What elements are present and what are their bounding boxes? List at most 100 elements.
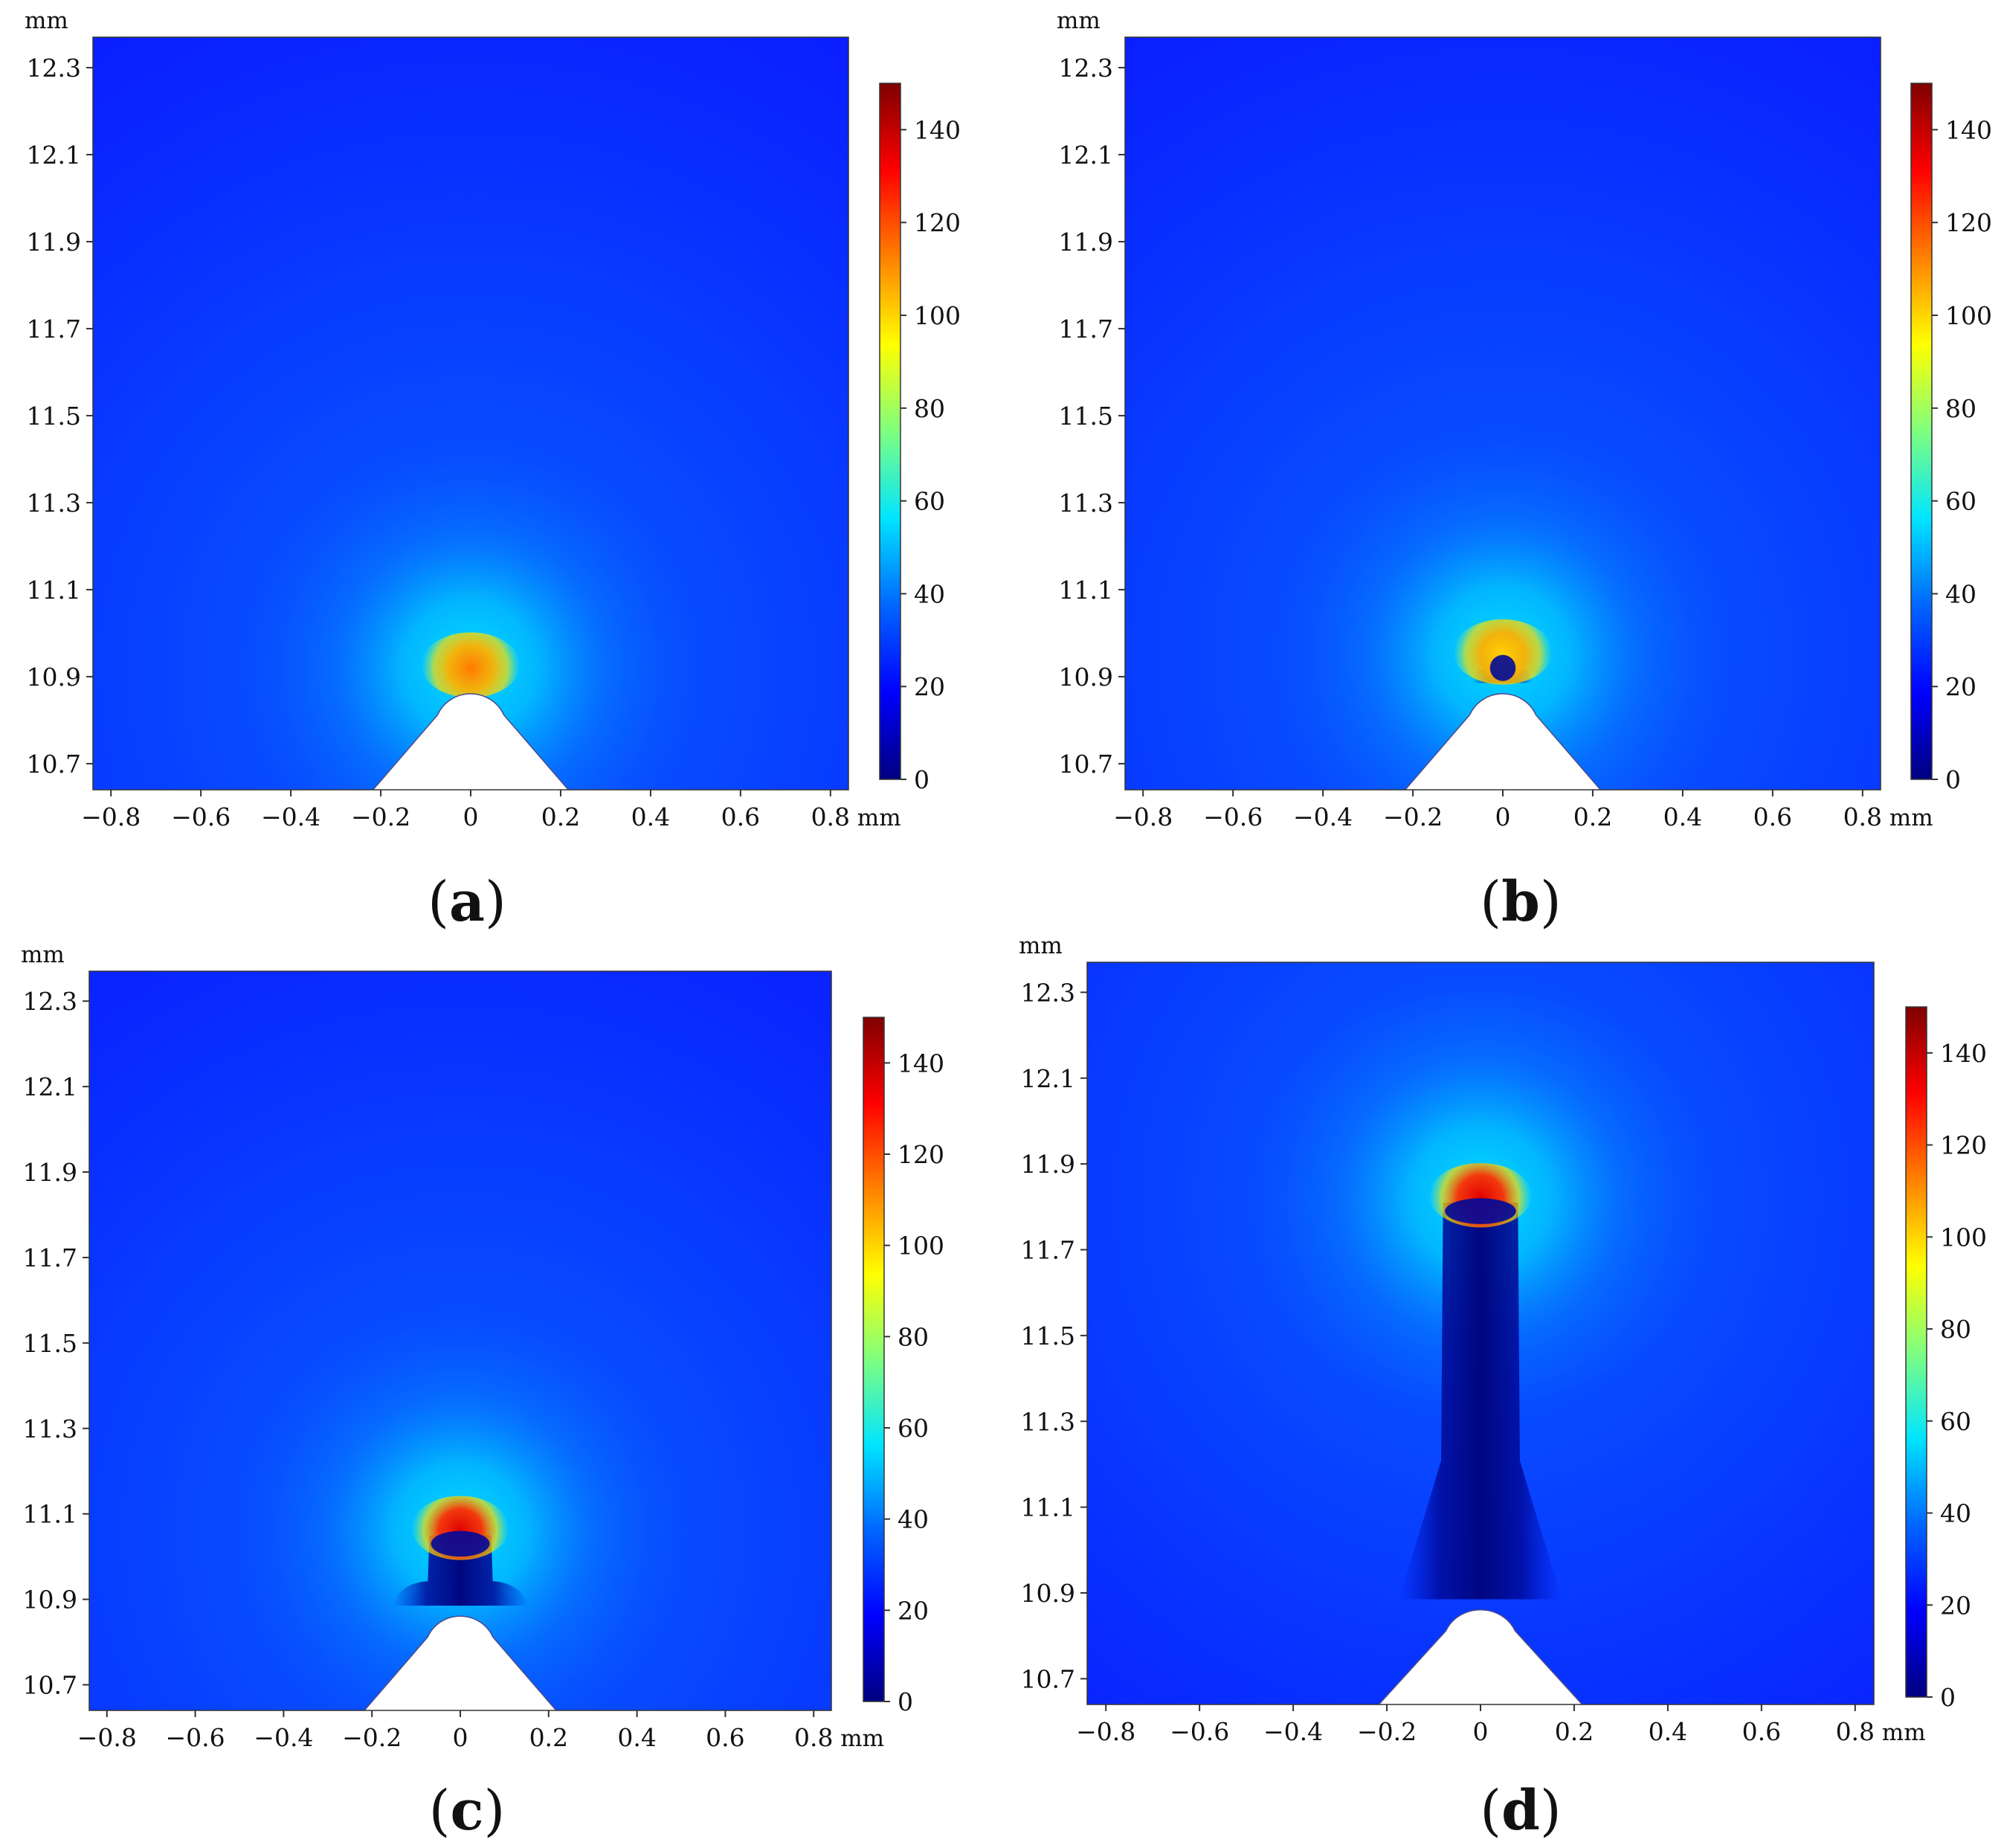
x-tick-label: −0.8	[1076, 1717, 1135, 1746]
colorbar-tick-label: 100	[914, 301, 961, 330]
colorbar-tick-label: 40	[914, 579, 945, 608]
x-tick-label: −0.4	[261, 802, 320, 831]
y-tick-label: 12.1	[1059, 141, 1113, 170]
streamer-channel	[1398, 1203, 1563, 1600]
colorbar-tick-label: 0	[914, 765, 929, 794]
x-tick-label: 0.2	[1573, 802, 1612, 831]
field-halo	[245, 459, 696, 790]
y-tick-label: 10.7	[1059, 750, 1113, 779]
plot-area	[89, 971, 831, 1710]
y-tick-label: 11.5	[27, 402, 81, 431]
x-tick-label: 0.8	[1836, 1717, 1875, 1746]
colorbar-tick-label: 60	[914, 487, 945, 516]
colorbar-tick-label: 0	[1945, 765, 1961, 794]
colorbar-tick-label: 20	[914, 672, 945, 701]
y-tick-label: 12.3	[1021, 978, 1075, 1007]
colorbar-tick-label: 60	[1945, 487, 1976, 516]
y-tick-label: 10.7	[27, 750, 81, 779]
y-tick-label: 11.5	[1059, 402, 1113, 431]
streamer-tip-core	[1445, 1198, 1516, 1224]
x-unit-label: mm	[1882, 1719, 1926, 1746]
x-tick-label: 0.6	[1753, 802, 1792, 831]
chart-panel-c: −0.8 −0.6 −0.4 −0.2 0 0.2 0.4 0.6 0.8 mm 10.7 10.9 1…	[21, 941, 944, 1843]
plot-area	[1087, 962, 1874, 1704]
streamer-head	[1453, 619, 1553, 685]
x-tick-label: 0.2	[1555, 1717, 1594, 1746]
x-tick-label: 0.6	[721, 802, 760, 831]
colorbar-tick-label: 140	[898, 1049, 944, 1078]
colorbar-tick-label: 140	[1945, 115, 1992, 144]
x-tick-label: −0.2	[1383, 802, 1443, 831]
y-tick-label: 12.1	[27, 141, 81, 170]
y-tick-label: 12.3	[23, 987, 77, 1016]
streamer-tip-core	[1489, 654, 1516, 681]
electrode-needle	[364, 1615, 557, 1710]
colorbar-tick-label: 0	[898, 1687, 913, 1716]
chart-panel-a: −0.8 −0.6 −0.4 −0.2 0 0.2 0.4 0.6 0.8 mm 10.7 10.9 1…	[25, 7, 961, 934]
x-tick-label: 0.4	[1649, 1717, 1687, 1746]
colorbar-tick-label: 120	[914, 208, 961, 237]
x-tick-label: −0.2	[351, 802, 410, 831]
y-tick-label: 11.7	[1059, 315, 1113, 344]
y-tick-label: 12.1	[23, 1072, 77, 1101]
y-tick-label: 10.7	[1021, 1664, 1075, 1693]
y-tick-label: 12.3	[27, 54, 81, 83]
colorbar-tick-label: 40	[1940, 1499, 1971, 1528]
x-tick-label: 0.2	[541, 802, 580, 831]
x-tick-label: −0.4	[1263, 1717, 1323, 1746]
y-tick-label: 11.3	[23, 1414, 77, 1443]
y-tick-label: 11.1	[27, 576, 81, 605]
colorbar: 0 20 40 60 80 100 120 140	[863, 1017, 944, 1716]
panel-label: (d)	[1480, 1779, 1562, 1843]
colorbar-tick-label: 100	[1945, 301, 1992, 330]
y-tick-label: 11.9	[23, 1158, 77, 1187]
colorbar: 0 20 40 60 80 100 120 140	[879, 83, 961, 794]
y-tick-label: 11.1	[1059, 576, 1113, 605]
y-tick-label: 10.9	[27, 663, 81, 692]
colorbar-tick-label: 80	[1940, 1315, 1971, 1344]
x-tick-label: 0.6	[706, 1723, 744, 1752]
colorbar: 0 20 40 60 80 100 120 140	[1910, 83, 1992, 794]
x-tick-label: 0.6	[1742, 1717, 1781, 1746]
streamer-head	[421, 632, 521, 698]
plot-area	[93, 37, 848, 790]
x-tick-label: 0	[1473, 1717, 1489, 1746]
colorbar-tick-label: 80	[1945, 394, 1976, 423]
y-tick-label: 10.9	[1059, 663, 1113, 692]
y-tick-label: 11.9	[1021, 1150, 1075, 1179]
x-tick-label: −0.6	[166, 1723, 225, 1752]
colorbar-tick-label: 0	[1940, 1683, 1956, 1712]
x-tick-label: −0.4	[1293, 802, 1353, 831]
colorbar-scale	[1910, 83, 1933, 780]
panel-label: (a)	[428, 870, 506, 934]
colorbar-tick-label: 140	[1940, 1039, 1987, 1068]
electrode-needle	[372, 693, 570, 790]
x-tick-label: −0.6	[1203, 802, 1263, 831]
colorbar-tick-label: 100	[898, 1232, 944, 1261]
y-tick-label: 11.5	[1021, 1321, 1075, 1350]
streamer-tip-core	[431, 1530, 490, 1557]
y-tick-label: 11.7	[23, 1243, 77, 1272]
x-tick-label: 0.2	[529, 1723, 568, 1752]
x-tick-label: 0	[1495, 802, 1511, 831]
x-tick-label: −0.6	[171, 802, 231, 831]
x-unit-label: mm	[840, 1725, 884, 1752]
y-unit-label: mm	[1057, 7, 1101, 34]
x-tick-label: −0.8	[77, 1723, 137, 1752]
y-tick-label: 11.7	[1021, 1236, 1075, 1265]
x-tick-label: 0.4	[1663, 802, 1702, 831]
panel-label: (c)	[429, 1779, 506, 1843]
colorbar: 0 20 40 60 80 100 120 140	[1905, 1006, 1987, 1712]
x-tick-label: 0	[463, 802, 479, 831]
streamer-channel	[392, 1535, 529, 1606]
x-tick-label: −0.8	[1113, 802, 1173, 831]
x-tick-label: −0.6	[1170, 1717, 1229, 1746]
y-tick-label: 11.9	[27, 228, 81, 257]
y-tick-label: 11.3	[1021, 1407, 1075, 1436]
y-tick-label: 11.9	[1059, 228, 1113, 257]
electrode-needle	[1404, 693, 1602, 790]
x-tick-label: −0.2	[1357, 1717, 1417, 1746]
x-tick-label: −0.8	[81, 802, 141, 831]
colorbar-tick-label: 120	[1945, 208, 1992, 237]
